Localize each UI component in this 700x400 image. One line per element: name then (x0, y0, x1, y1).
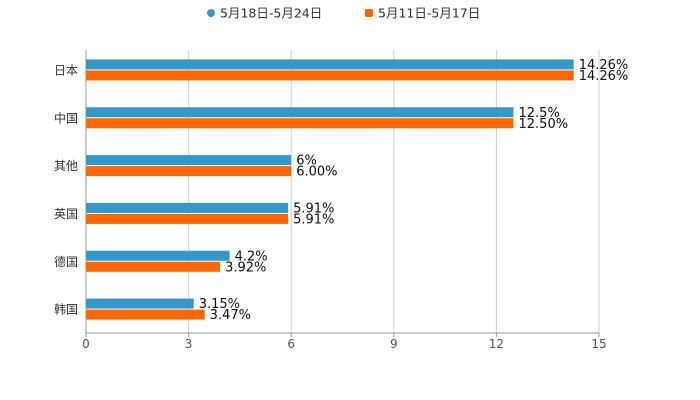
bar-series-0[interactable] (86, 298, 194, 309)
legend-label-series-1: 5月11日-5月17日 (378, 6, 480, 21)
category-label: 德国 (54, 254, 78, 269)
category-label: 日本 (54, 63, 78, 77)
data-label-series-1: 12.50% (519, 117, 569, 132)
bar-series-1[interactable] (86, 309, 205, 320)
x-tick-label: 9 (390, 337, 398, 351)
x-tick-label: 15 (591, 337, 606, 351)
legend-item-series-1[interactable]: 5月11日-5月17日 (365, 6, 480, 21)
legend-item-series-0[interactable]: 5月18日-5月24日 (207, 6, 322, 21)
data-label-series-0: 4.2% (235, 249, 268, 264)
data-label-series-0: 5.91% (293, 201, 334, 216)
data-label-series-1: 3.92% (225, 260, 266, 275)
bar-series-0[interactable] (86, 250, 230, 261)
data-label-series-0: 12.5% (519, 106, 560, 121)
legend-marker-series-1 (365, 9, 373, 17)
bar-series-0[interactable] (86, 59, 574, 70)
x-tick-label: 0 (82, 337, 90, 351)
data-label-series-0: 3.15% (199, 297, 240, 312)
bar-series-1[interactable] (86, 70, 574, 81)
data-label-series-1: 6.00% (296, 165, 337, 180)
category-label: 韩国 (54, 302, 78, 317)
x-tick-label: 3 (185, 337, 193, 351)
x-tick-label: 12 (489, 337, 504, 351)
bar-series-1[interactable] (86, 118, 514, 129)
bars (86, 59, 574, 320)
data-label-series-0: 14.26% (579, 58, 629, 73)
bar-series-0[interactable] (86, 155, 292, 166)
category-label: 其他 (54, 159, 78, 173)
bar-series-1[interactable] (86, 213, 289, 224)
bar-series-1[interactable] (86, 261, 221, 272)
data-label-series-1: 3.47% (210, 308, 251, 323)
data-label-series-1: 5.91% (293, 212, 334, 227)
data-label-series-1: 14.26% (579, 69, 629, 84)
bar-series-1[interactable] (86, 166, 292, 177)
legend: 5月18日-5月24日 5月11日-5月17日 (207, 6, 480, 21)
bar-series-0[interactable] (86, 107, 514, 118)
category-label: 英国 (54, 207, 78, 221)
category-label: 中国 (54, 110, 78, 125)
x-tick-label: 6 (287, 337, 295, 351)
legend-label-series-0: 5月18日-5月24日 (220, 6, 322, 21)
data-label-series-0: 6% (296, 154, 317, 169)
x-axis-ticks: 0 3 6 9 12 15 (82, 337, 606, 351)
bar-series-0[interactable] (86, 202, 289, 213)
grid (85, 50, 600, 337)
data-labels: 14.26% 14.26% 12.5% 12.50% 6% 6.00% 5.91… (199, 58, 629, 323)
legend-marker-series-0 (207, 9, 215, 17)
category-labels: 日本 中国 其他 英国 德国 韩国 (54, 63, 78, 316)
